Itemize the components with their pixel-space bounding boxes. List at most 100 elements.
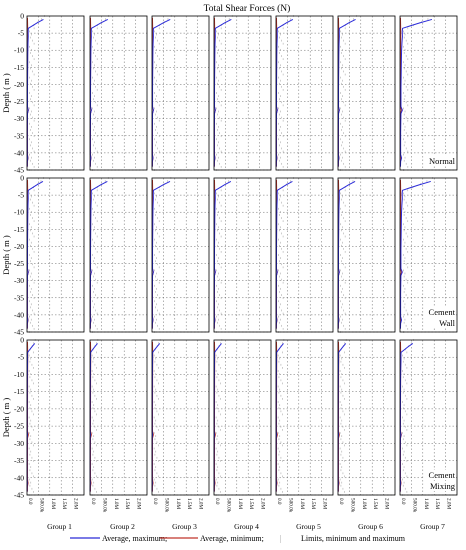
y-tick-label: -40 (14, 473, 24, 482)
panel-frame (151, 15, 210, 171)
panel-r2-g1 (26, 177, 85, 333)
y-tick-label: -15 (14, 63, 24, 72)
x-tick-label: 1.5M (61, 498, 67, 509)
panel-r2-g4 (213, 177, 272, 333)
panel-frame (275, 15, 334, 171)
y-tick-label: -25 (14, 259, 24, 268)
x-tick-label: 500.0k (411, 498, 417, 513)
condition-label: Wall (439, 318, 455, 328)
y-tick-label: -5 (18, 353, 24, 362)
y-tick-label: -45 (14, 328, 24, 337)
x-tick-label: 500.0k (349, 498, 355, 513)
x-tick-label: 0.0 (276, 498, 282, 505)
y-tick-label: -25 (14, 422, 24, 431)
panel-r1-g7 (399, 15, 458, 171)
panel-frame (213, 177, 272, 333)
series-avg-maximum (337, 18, 356, 167)
panel-r1-g1 (26, 15, 85, 171)
y-tick-label: -35 (14, 456, 24, 465)
x-tick-label: 1.5M (372, 498, 378, 509)
x-tick-label: 1.5M (124, 498, 130, 509)
y-axis-label: Depth ( m ) (1, 73, 11, 113)
x-tick-label: 0.0 (27, 498, 33, 505)
condition-label-bg (424, 470, 456, 480)
y-tick-label: -15 (14, 225, 24, 234)
x-tick-label: 500.0k (287, 498, 293, 513)
group-label: Group 7 (420, 522, 445, 531)
series-avg-maximum (399, 180, 431, 329)
x-tick-label: 500.0k (101, 498, 107, 513)
panel-frame (213, 339, 272, 496)
x-tick-label: 1.0M (175, 498, 181, 509)
y-tick-label: -45 (14, 166, 24, 175)
x-tick-label: 500.0k (225, 498, 231, 513)
x-tick-label: 1.0M (50, 498, 56, 509)
x-tick-label: 2.0M (384, 498, 390, 509)
series-avg-maximum (399, 343, 414, 492)
x-tick-label: 0.0 (152, 498, 158, 505)
panel-r1-g6 (337, 15, 396, 171)
group-label: Group 6 (358, 522, 383, 531)
x-tick-label: 0.0 (214, 498, 220, 505)
y-tick-label: -10 (14, 208, 24, 217)
y-tick-label: 0 (20, 174, 24, 183)
panel-frame (89, 177, 148, 333)
x-tick-label: 1.5M (186, 498, 192, 509)
series-avg-maximum (26, 343, 36, 492)
panel-r1-g2 (89, 15, 148, 171)
panel-frame (399, 339, 458, 496)
x-tick-label: 500.0k (38, 498, 44, 513)
panel-r3-g4: 0.0 500.0k 1.0M 1.5M 2.0M (213, 339, 272, 513)
x-tick-label: 2.0M (73, 498, 79, 509)
panel-frame (89, 339, 148, 496)
x-tick-label: 1.0M (423, 498, 429, 509)
y-tick-label: -40 (14, 310, 24, 319)
group-label: Group 1 (47, 522, 72, 531)
panel-r3-g7: 0.0 500.0k 1.0M 1.5M 2.0M (399, 339, 458, 513)
panel-r2-g5 (275, 177, 334, 333)
series-avg-maximum (89, 343, 98, 492)
panel-r3-g1: 0.0 500.0k 1.0M 1.5M 2.0M (26, 339, 85, 513)
y-tick-label: -20 (14, 80, 24, 89)
y-tick-label: -10 (14, 46, 24, 55)
panel-r1-g3 (151, 15, 210, 171)
y-tick-label: -30 (14, 439, 24, 448)
y-tick-label: 0 (20, 12, 24, 21)
panel-r3-g5: 0.0 500.0k 1.0M 1.5M 2.0M (275, 339, 334, 513)
group-label: Group 3 (172, 522, 197, 531)
y-tick-label: -15 (14, 387, 24, 396)
series-avg-maximum (337, 343, 347, 492)
panels-layer: 0 -5 -10 -15 -20 -25 -30 -35 -40 -45 Depth ( m ) No… (1, 12, 458, 531)
panel-r1-g5 (275, 15, 334, 171)
y-tick-label: 0 (20, 336, 24, 345)
x-tick-label: 1.5M (248, 498, 254, 509)
panel-r2-g3 (151, 177, 210, 333)
legend-limits-label: Limits, minimum and maximum (301, 534, 406, 543)
panel-frame (275, 339, 334, 496)
series-avg-maximum (151, 180, 171, 329)
y-tick-label: -35 (14, 131, 24, 140)
panel-r2-g2 (89, 177, 148, 333)
condition-label: Mixing (430, 481, 456, 491)
x-tick-label: 500.0k (163, 498, 169, 513)
panel-frame (275, 177, 334, 333)
panel-frame (399, 15, 458, 171)
panel-r3-g3: 0.0 500.0k 1.0M 1.5M 2.0M (151, 339, 210, 513)
series-avg-maximum (213, 343, 222, 492)
panel-frame (337, 339, 396, 496)
series-avg-maximum (151, 343, 161, 492)
x-tick-label: 0.0 (90, 498, 96, 505)
panel-frame (26, 339, 85, 496)
panel-frame (399, 177, 458, 333)
y-tick-label: -45 (14, 491, 24, 500)
panel-r1-g4 (213, 15, 272, 171)
y-axis-label: Depth ( m ) (1, 235, 11, 275)
x-tick-label: 2.0M (198, 498, 204, 509)
y-tick-label: -10 (14, 370, 24, 379)
x-tick-label: 2.0M (446, 498, 452, 509)
legend-avg-max-label: Average, maximum; (102, 534, 167, 543)
x-tick-label: 0.0 (400, 498, 406, 505)
y-tick-label: -20 (14, 404, 24, 413)
